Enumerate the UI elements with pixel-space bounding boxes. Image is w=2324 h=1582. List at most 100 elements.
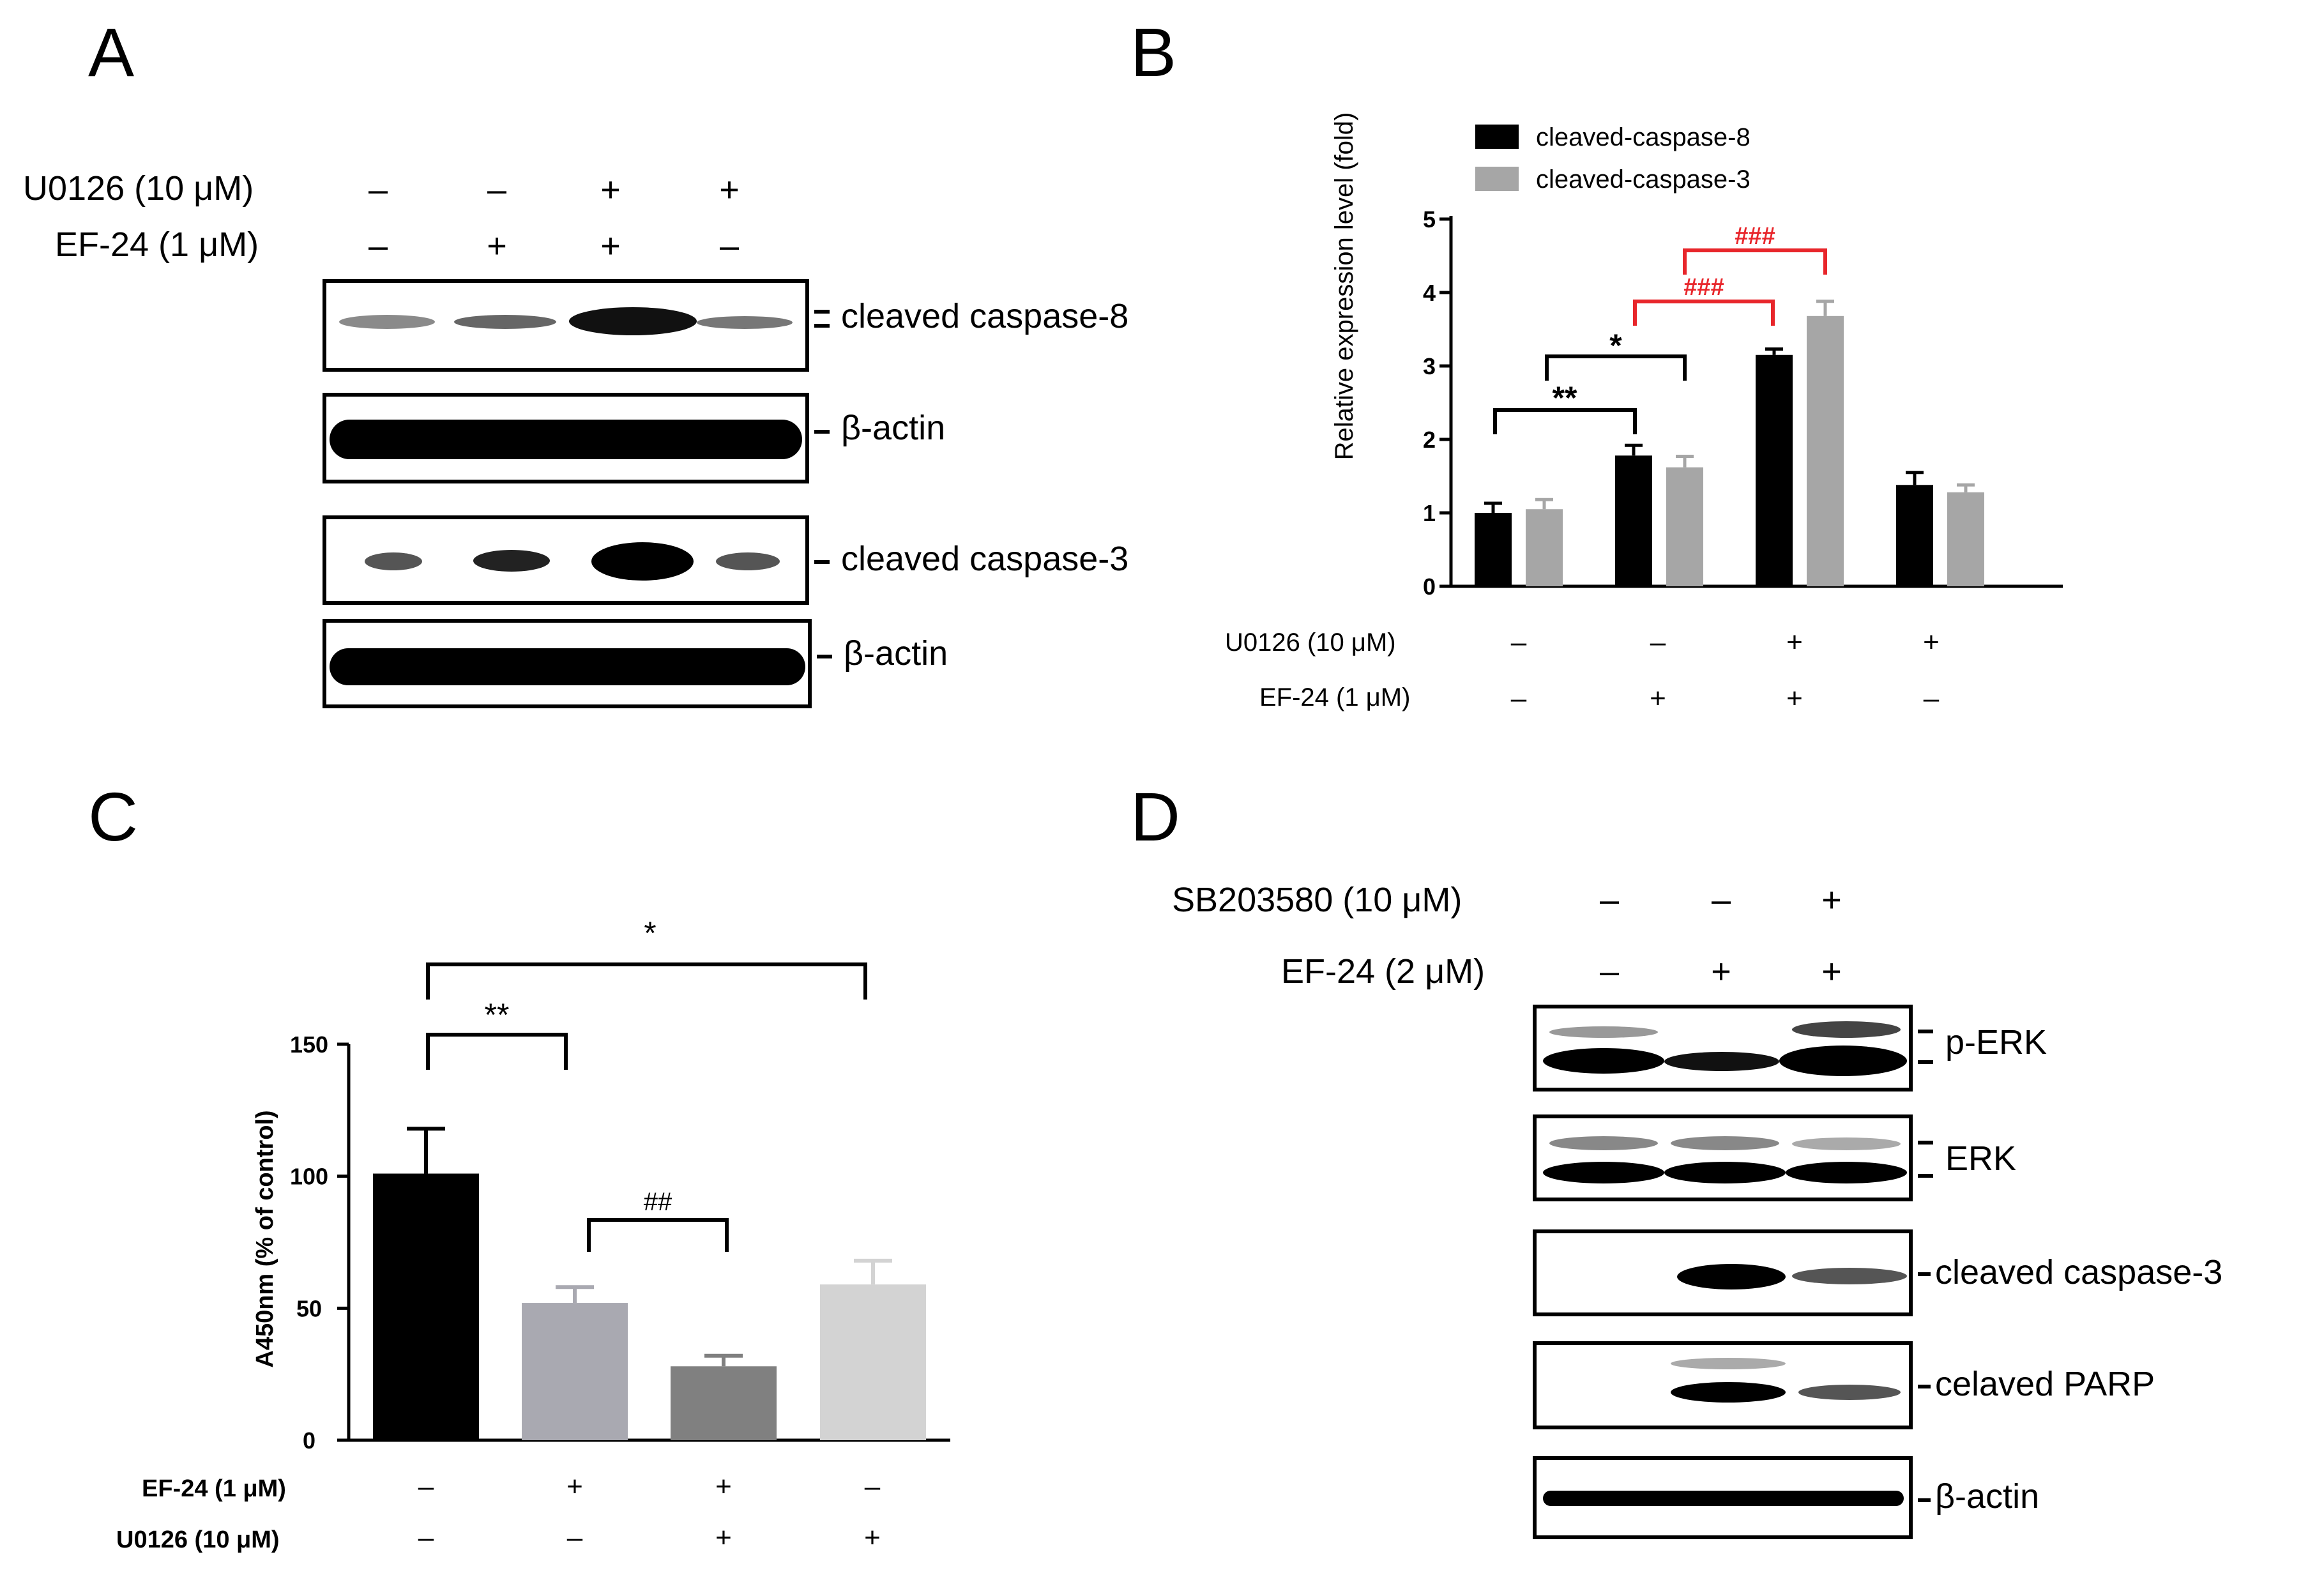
panel-d-treatment-label-1: SB203580 (10 μM) (1172, 881, 1462, 919)
chart-c-bar (522, 1303, 628, 1440)
band-marker (814, 560, 830, 564)
chart-b-y-tick-label: 5 (1423, 206, 1436, 232)
blot-label-parp: celaved PARP (1935, 1365, 2155, 1403)
panel-d-sign: – (1711, 881, 1731, 919)
panel-a-sign: + (600, 171, 621, 209)
chart-c-y-tick-label: 50 (296, 1295, 322, 1321)
band-marker (1918, 1174, 1933, 1178)
chart-b-bar (1807, 316, 1844, 586)
band-marker (817, 655, 832, 658)
chart-b-bar (1526, 509, 1563, 586)
panel-c-sign: + (566, 1471, 583, 1502)
panel-b-treatment-label-1: U0126 (10 μM) (1225, 628, 1396, 657)
chart-b-legend-swatch (1475, 125, 1519, 149)
chart-b-bracket-label: ### (1683, 274, 1724, 301)
chart-c-ylabel: A450nm (% of control) (252, 1110, 278, 1368)
chart-b-ylabel: Relative expression level (fold) (1330, 82, 1358, 491)
chart-c-bracket-label: * (644, 915, 656, 951)
chart-c-y-tick-label: 150 (290, 1031, 328, 1058)
chart-b-bar (1475, 513, 1512, 586)
panel-c-sign: – (864, 1471, 881, 1502)
blot-beta-actin-1 (323, 393, 809, 483)
blot-label-beta-actin-1: β-actin (841, 409, 946, 447)
band-marker (1918, 1141, 1933, 1145)
blot-erk (1533, 1114, 1913, 1201)
panel-b-sign: – (1510, 627, 1527, 658)
panel-a-sign: – (368, 227, 388, 265)
chart-b-ylabel-text: Relative expression level (fold) (1330, 112, 1358, 460)
blot-p-erk (1533, 1005, 1913, 1091)
chart-b-bar (1666, 467, 1703, 586)
chart-b-y-tick-label: 2 (1423, 427, 1436, 453)
panel-d-sign: – (1599, 881, 1620, 919)
chart-c-y-tick-label: 0 (303, 1427, 315, 1454)
panel-c-sign: + (864, 1522, 881, 1553)
blot-label-cleaved-caspase-3: cleaved caspase-3 (841, 540, 1129, 578)
chart-c-bar (671, 1366, 777, 1440)
blot-cleaved-caspase-3-d (1533, 1229, 1913, 1316)
panel-a-treatment-label-1: U0126 (10 μM) (23, 169, 254, 208)
panel-c-sign: – (418, 1522, 434, 1553)
blot-label-beta-actin-2: β-actin (844, 634, 948, 673)
panel-b-sign: – (1510, 683, 1527, 714)
blot-cleaved-caspase-8 (323, 279, 809, 372)
chart-b-y-tick-label: 4 (1423, 280, 1436, 306)
panel-a-sign: – (487, 171, 507, 209)
panel-a-sign: – (368, 171, 388, 209)
chart-c-bracket-label: ** (485, 997, 510, 1033)
panel-c-sign: – (566, 1522, 583, 1553)
chart-b-bar (1615, 455, 1652, 586)
panel-d-sign: + (1711, 952, 1731, 991)
panel-a-label: A (88, 13, 135, 91)
panel-c-treatment-label-1: EF-24 (1 μM) (142, 1475, 286, 1502)
panel-c-sign: + (715, 1471, 732, 1502)
chart-b-bracket (1683, 248, 1827, 275)
panel-a-treatment-label-2: EF-24 (1 μM) (55, 225, 259, 264)
band-marker (1918, 1060, 1933, 1064)
panel-b-sign: – (1650, 627, 1666, 658)
chart-b-bar (1896, 485, 1933, 586)
chart-b-bracket (1633, 300, 1775, 326)
blot-label-p-erk: p-ERK (1945, 1023, 2047, 1061)
chart-b-legend-swatch (1475, 167, 1519, 191)
panel-d-treatment-label-2: EF-24 (2 μM) (1281, 952, 1485, 991)
chart-c-bracket-label: ## (644, 1188, 672, 1216)
chart-b-bar (1756, 354, 1793, 586)
panel-b-sign: + (1923, 627, 1940, 658)
panel-d-label: D (1130, 778, 1180, 855)
panel-d-sign: – (1599, 952, 1620, 991)
panel-b-sign: – (1923, 683, 1940, 714)
blot-label-cleaved-caspase-3-d: cleaved caspase-3 (1935, 1253, 2223, 1291)
panel-a-sign: + (487, 227, 507, 265)
chart-c-ylabel-text: A450nm (% of control) (252, 1110, 278, 1368)
panel-a-sign: + (600, 227, 621, 265)
chart-b-legend-label: cleaved-caspase-8 (1536, 123, 1751, 151)
panel-b-treatment-label-2: EF-24 (1 μM) (1259, 683, 1411, 711)
band-marker (814, 310, 830, 314)
panel-d-sign: + (1821, 952, 1842, 991)
chart-b: 0 1 2 3 4 5 cleaved-caspase-8 cleaved-caspase-3… (1423, 123, 2063, 600)
chart-b-bracket (1493, 408, 1637, 434)
chart-b-y-tick-label: 3 (1423, 353, 1436, 379)
panel-c-label: C (88, 778, 138, 855)
panel-a-sign: + (719, 171, 740, 209)
panel-c-treatment-label-2: U0126 (10 μM) (116, 1526, 280, 1553)
chart-c-bar (820, 1284, 926, 1440)
band-marker (814, 324, 830, 328)
chart-b-y-tick-label: 1 (1423, 500, 1436, 526)
panel-c-sign: + (715, 1522, 732, 1553)
band-marker (1918, 1030, 1933, 1033)
panel-c-sign: – (418, 1471, 434, 1502)
panel-b-sign: + (1650, 683, 1666, 714)
blot-label-beta-actin-d: β-actin (1935, 1477, 2040, 1516)
blot-beta-actin-d (1533, 1456, 1913, 1539)
chart-c-y-tick-label: 100 (290, 1164, 328, 1190)
chart-b-legend-label: cleaved-caspase-3 (1536, 165, 1751, 194)
blot-cleaved-caspase-3 (323, 515, 809, 605)
chart-b-bracket-label: ### (1735, 223, 1775, 250)
blot-parp (1533, 1341, 1913, 1429)
blot-label-cleaved-caspase-8: cleaved caspase-8 (841, 297, 1129, 335)
panel-b-sign: + (1786, 683, 1803, 714)
chart-c-bracket (587, 1218, 729, 1252)
